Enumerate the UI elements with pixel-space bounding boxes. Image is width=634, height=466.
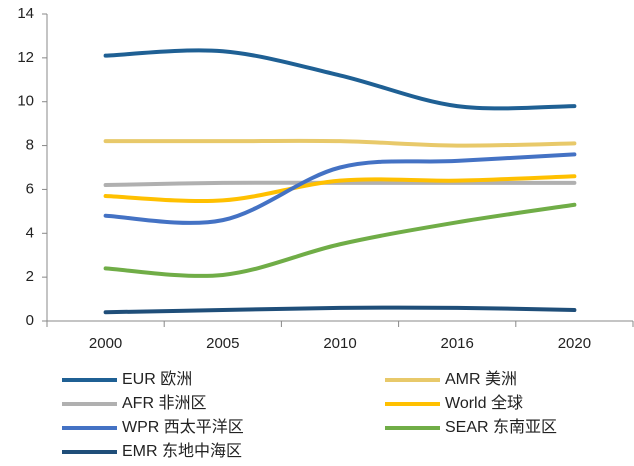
x-tick-label: 2016 xyxy=(441,335,474,352)
series-line xyxy=(103,174,577,204)
series-line xyxy=(103,48,577,111)
legend-label: AFR 非洲区 xyxy=(122,394,206,412)
y-tick-label: 0 xyxy=(26,312,34,329)
y-tick-label: 4 xyxy=(26,224,34,241)
y-tick-label: 2 xyxy=(26,268,34,285)
y-tick-label: 14 xyxy=(17,5,34,22)
series-line xyxy=(103,180,577,188)
legend-label: AMR 美洲 xyxy=(445,370,517,388)
x-tick-label: 2000 xyxy=(89,335,122,352)
legend: EUR 欧洲 AMR 美洲 AFR 非洲区 World 全球 WPR 西太平洋区 SEAR… xyxy=(62,370,557,460)
legend-label: World 全球 xyxy=(445,394,523,412)
y-tick-label: 12 xyxy=(17,49,34,66)
y-tick-label: 6 xyxy=(26,180,34,197)
series-line xyxy=(103,305,577,315)
series-line xyxy=(103,152,577,225)
y-tick-label: 10 xyxy=(17,93,34,110)
x-tick-label: 2005 xyxy=(206,335,239,352)
legend-label: EUR 欧洲 xyxy=(122,370,192,388)
legend-label: EMR 东地中海区 xyxy=(122,442,242,460)
x-tick-label: 2010 xyxy=(323,335,356,352)
legend-label: SEAR 东南亚区 xyxy=(445,418,557,436)
x-tick-label: 2020 xyxy=(558,335,591,352)
y-tick-label: 8 xyxy=(26,137,34,154)
legend-label: WPR 西太平洋区 xyxy=(122,418,244,436)
series-line xyxy=(103,138,577,148)
series-line xyxy=(103,202,577,278)
